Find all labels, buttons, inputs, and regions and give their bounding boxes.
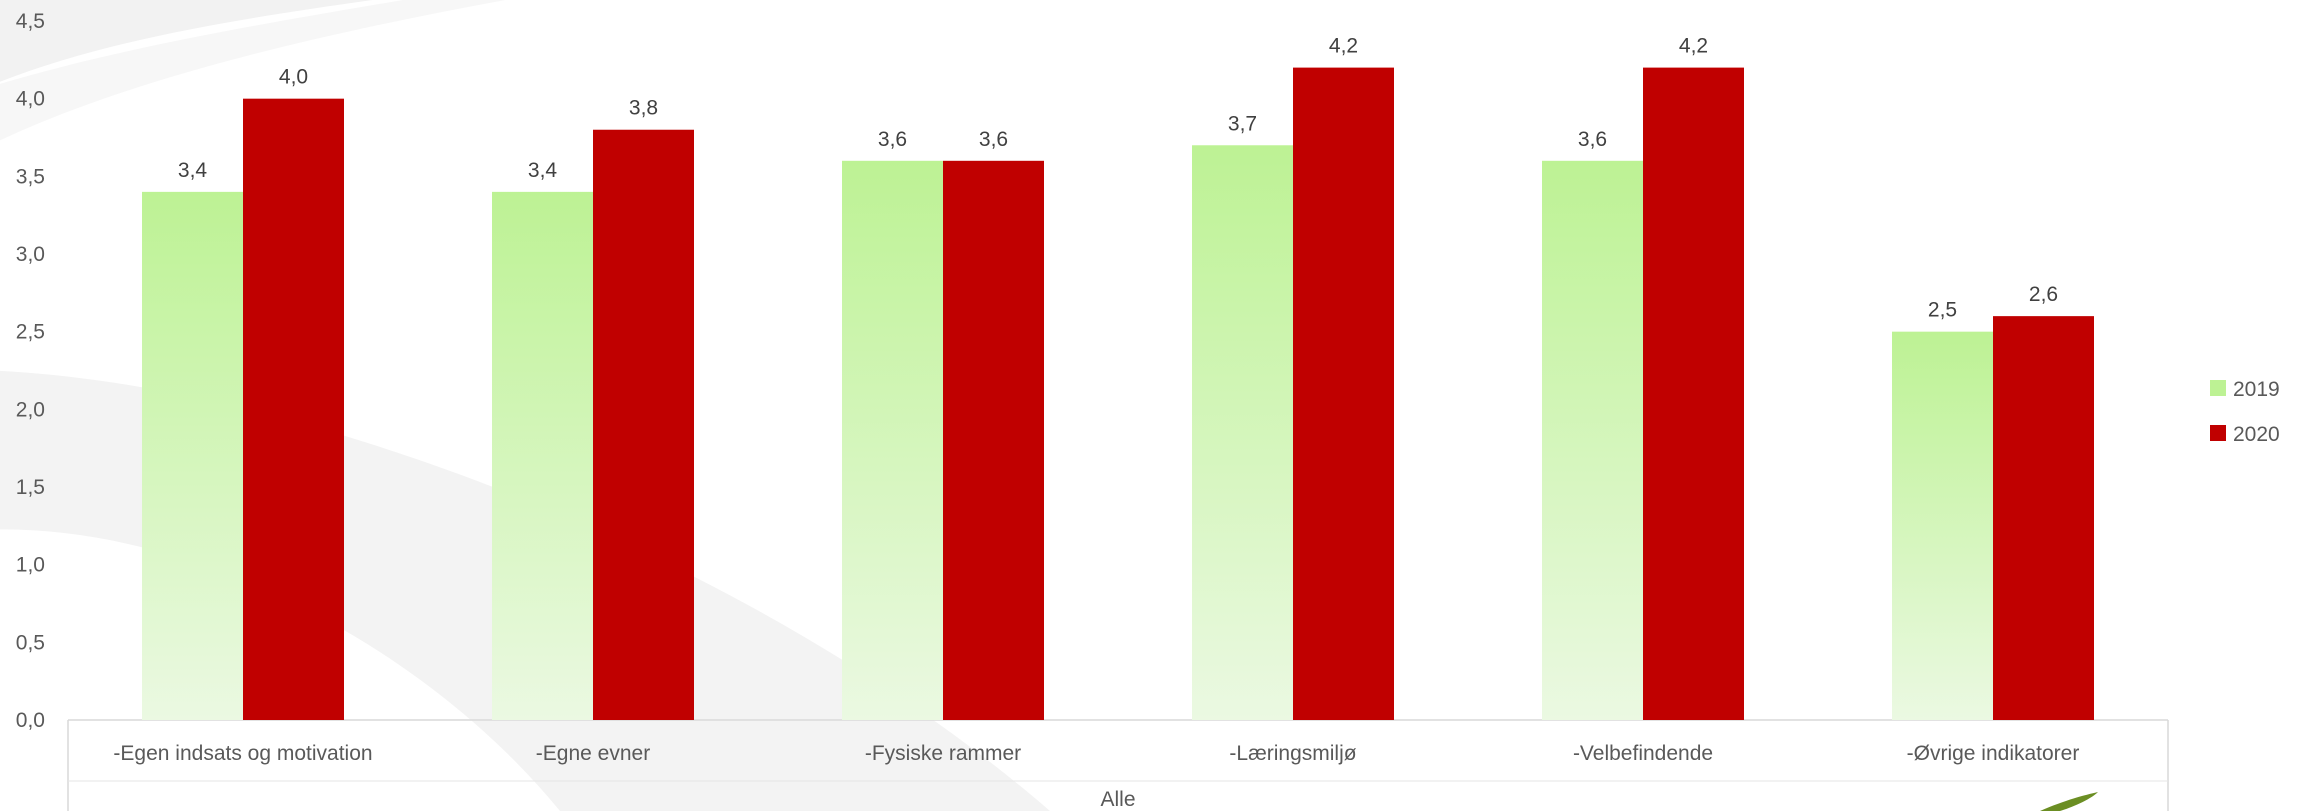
legend-swatch-2019 (2210, 380, 2226, 396)
bar-2019-2 (492, 191, 593, 720)
data-label-2020-2: 3,8 (629, 97, 658, 120)
bar-2019-5 (1542, 160, 1643, 721)
y-tick-label: 1,5 (16, 476, 45, 499)
bar-2020-5 (1643, 67, 1744, 721)
data-label-2020-3: 3,6 (979, 128, 1008, 151)
category-label: -Velbefindende (1573, 742, 1713, 765)
y-tick-label: 0,5 (16, 631, 45, 654)
data-label-2019-1: 3,4 (178, 159, 208, 182)
bar-2020-2 (593, 129, 694, 720)
y-tick-label: 1,0 (16, 554, 45, 577)
bar-2020-4 (1293, 67, 1394, 721)
y-tick-label: 2,5 (16, 321, 45, 344)
data-label-2019-4: 3,7 (1228, 112, 1257, 135)
legend-swatch-2020 (2210, 425, 2226, 441)
category-label: -Fysiske rammer (865, 742, 1021, 765)
data-label-2020-5: 4,2 (1679, 35, 1708, 58)
data-label-2020-4: 4,2 (1329, 35, 1358, 58)
bar-2020-3 (943, 160, 1044, 721)
y-tick-label: 4,0 (16, 88, 45, 111)
y-tick-label: 3,5 (16, 165, 45, 188)
legend-label-2020: 2020 (2233, 423, 2280, 446)
data-label-2019-3: 3,6 (878, 128, 907, 151)
y-tick-label: 4,5 (16, 10, 45, 33)
legend-label-2019: 2019 (2233, 378, 2280, 401)
data-label-2019-6: 2,5 (1928, 299, 1957, 322)
bar-2019-4 (1192, 145, 1293, 720)
x-axis-title: Alle (1100, 788, 1135, 811)
category-label: -Egne evner (536, 742, 650, 765)
bar-2020-1 (243, 98, 344, 720)
category-label: -Øvrige indikatorer (1907, 742, 2080, 765)
data-label-2019-5: 3,6 (1578, 128, 1607, 151)
bars (142, 67, 2094, 721)
axes: 0,0 0,5 1,0 1,5 2,0 2,5 3,0 3,5 4,0 4,5 (16, 10, 2169, 811)
category-label: -Læringsmiljø (1229, 742, 1356, 765)
data-label-2020-1: 4,0 (279, 66, 308, 89)
y-tick-label: 0,0 (16, 709, 45, 732)
y-tick-label: 3,0 (16, 243, 45, 266)
bar-2019-3 (842, 160, 943, 721)
data-label-2020-6: 2,6 (2029, 283, 2058, 306)
labels: 3,4 4,0 -Egen indsats og motivation 3,4 3,8 -… (113, 35, 2079, 811)
legend: 2019 2020 (2210, 378, 2280, 446)
bar-2019-1 (142, 191, 243, 720)
data-label-2019-2: 3,4 (528, 159, 558, 182)
bar-2019-6 (1892, 331, 1993, 720)
bar-2020-6 (1993, 316, 2094, 720)
category-label: -Egen indsats og motivation (113, 742, 372, 765)
y-tick-label: 2,0 (16, 398, 45, 421)
